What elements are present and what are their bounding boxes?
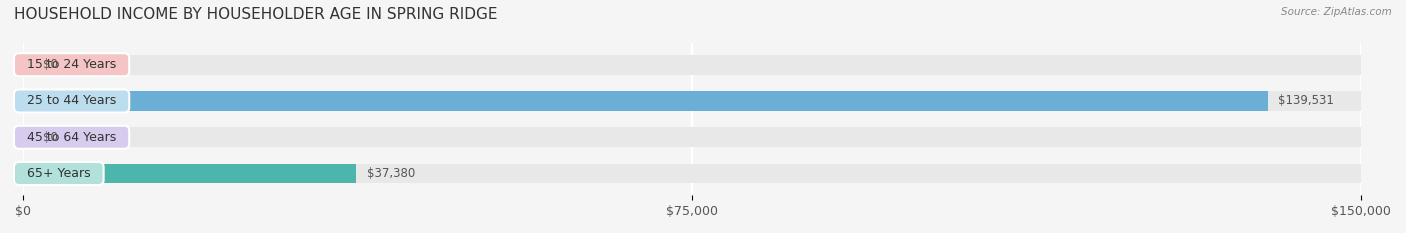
Text: $139,531: $139,531: [1278, 95, 1334, 107]
Text: $0: $0: [44, 131, 58, 144]
Text: 25 to 44 Years: 25 to 44 Years: [20, 95, 124, 107]
Text: HOUSEHOLD INCOME BY HOUSEHOLDER AGE IN SPRING RIDGE: HOUSEHOLD INCOME BY HOUSEHOLDER AGE IN S…: [14, 7, 498, 22]
Text: $37,380: $37,380: [367, 167, 415, 180]
Text: 65+ Years: 65+ Years: [20, 167, 98, 180]
Text: 15 to 24 Years: 15 to 24 Years: [20, 58, 124, 71]
Text: Source: ZipAtlas.com: Source: ZipAtlas.com: [1281, 7, 1392, 17]
Bar: [22, 91, 1268, 111]
Bar: [22, 91, 1361, 111]
Bar: [22, 127, 1361, 147]
Text: 45 to 64 Years: 45 to 64 Years: [20, 131, 124, 144]
Text: $0: $0: [44, 58, 58, 71]
Bar: [22, 164, 1361, 184]
Bar: [22, 55, 1361, 75]
Bar: [22, 164, 357, 184]
